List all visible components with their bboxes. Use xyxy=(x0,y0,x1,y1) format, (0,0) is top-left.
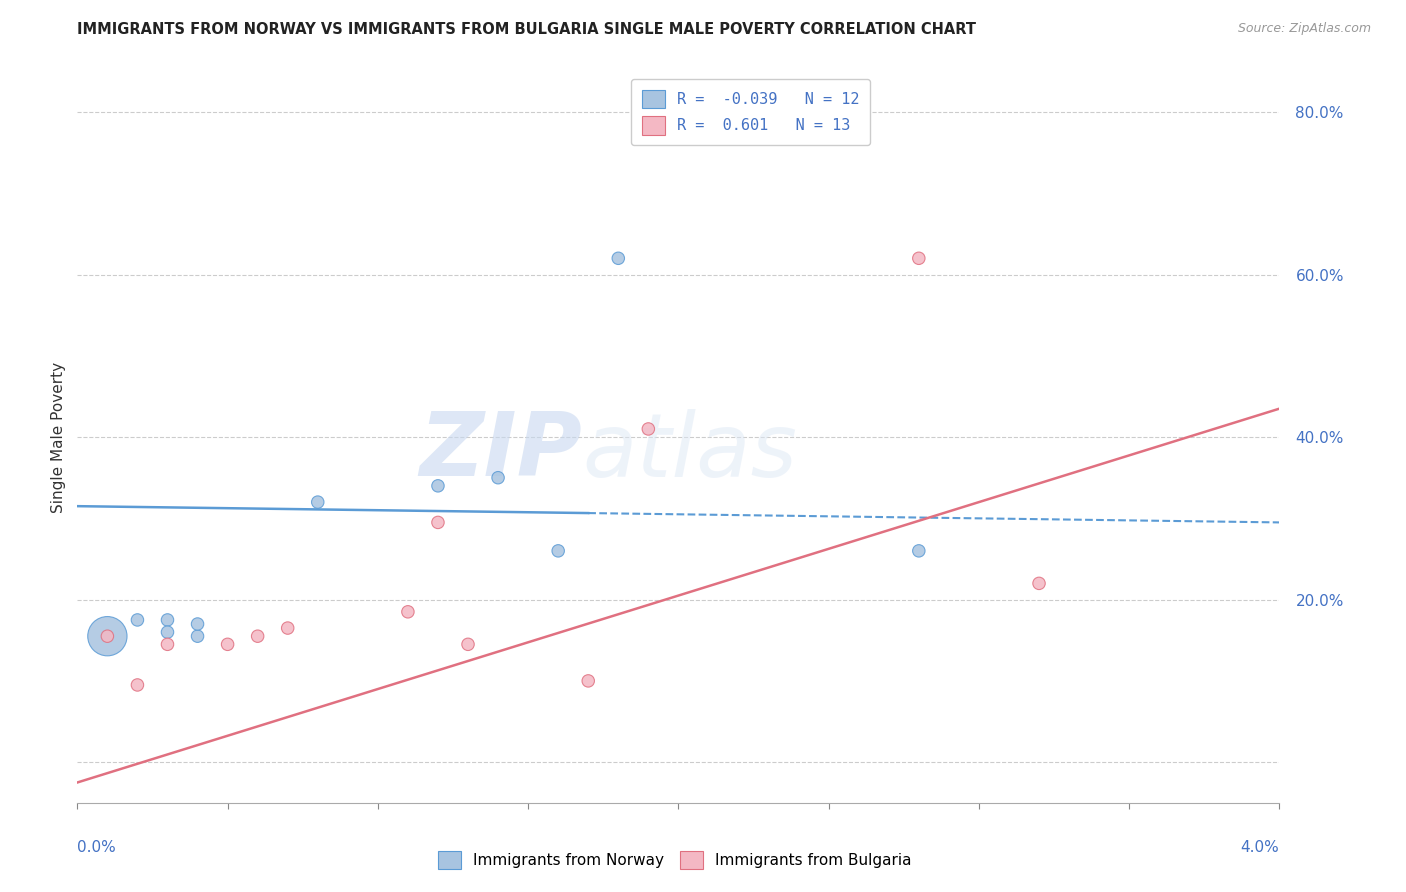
Point xyxy=(96,629,118,643)
Point xyxy=(186,617,209,632)
Point xyxy=(1028,576,1050,591)
Point xyxy=(127,613,149,627)
Y-axis label: Single Male Poverty: Single Male Poverty xyxy=(51,361,66,513)
Point xyxy=(427,516,450,530)
Point xyxy=(217,637,239,651)
Point xyxy=(156,637,179,651)
Point xyxy=(156,613,179,627)
Point xyxy=(307,495,329,509)
Point xyxy=(908,544,931,558)
Point xyxy=(277,621,299,635)
Point xyxy=(908,252,931,266)
Point xyxy=(427,479,450,493)
Point xyxy=(246,629,269,643)
Text: ZIP: ZIP xyxy=(419,409,582,495)
Text: Source: ZipAtlas.com: Source: ZipAtlas.com xyxy=(1237,22,1371,36)
Point xyxy=(576,673,599,688)
Text: atlas: atlas xyxy=(582,409,797,495)
Point xyxy=(637,422,659,436)
Point xyxy=(186,629,209,643)
Text: IMMIGRANTS FROM NORWAY VS IMMIGRANTS FROM BULGARIA SINGLE MALE POVERTY CORRELATI: IMMIGRANTS FROM NORWAY VS IMMIGRANTS FRO… xyxy=(77,22,976,37)
Legend: Immigrants from Norway, Immigrants from Bulgaria: Immigrants from Norway, Immigrants from … xyxy=(432,845,918,875)
Point xyxy=(607,252,630,266)
Point xyxy=(96,629,118,643)
Point xyxy=(547,544,569,558)
Legend: R =  -0.039   N = 12, R =  0.601   N = 13: R = -0.039 N = 12, R = 0.601 N = 13 xyxy=(631,79,870,145)
Point xyxy=(457,637,479,651)
Point xyxy=(156,625,179,640)
Point xyxy=(127,678,149,692)
Text: 0.0%: 0.0% xyxy=(77,840,117,855)
Text: 4.0%: 4.0% xyxy=(1240,840,1279,855)
Point xyxy=(486,471,509,485)
Point xyxy=(396,605,419,619)
